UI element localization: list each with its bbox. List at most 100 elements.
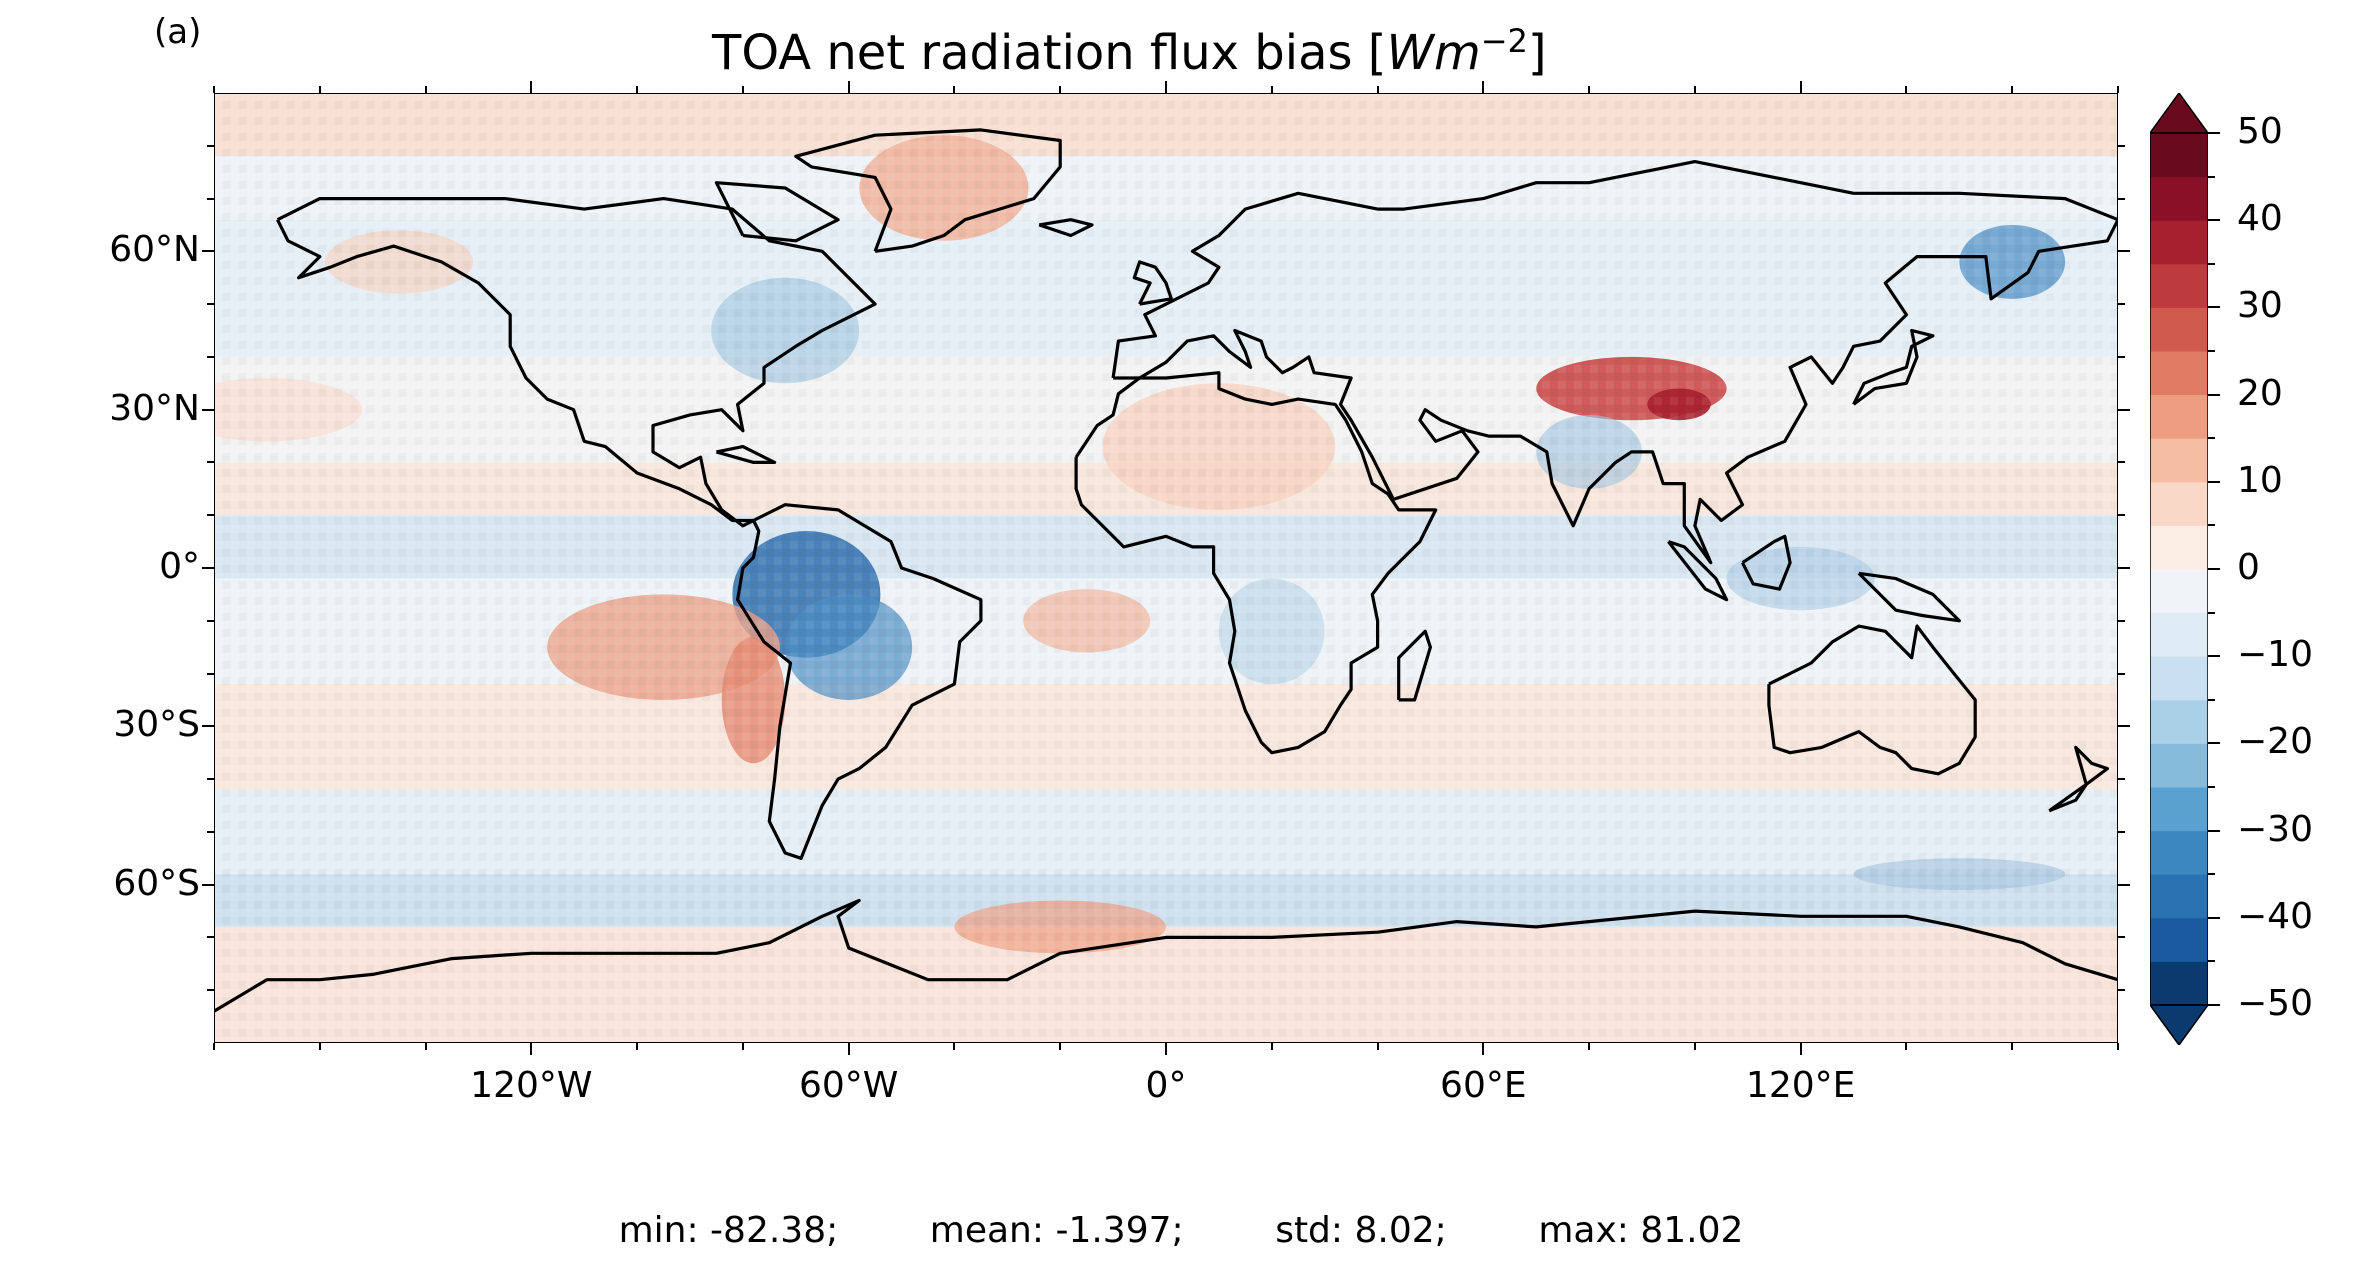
colorbar-minor-tick xyxy=(2208,786,2215,788)
colorbar-minor-tick xyxy=(2208,262,2215,265)
stat-std: std: 8.02; xyxy=(1275,1210,1447,1251)
lat-tick-label: 30°S xyxy=(113,704,200,746)
lon-tick xyxy=(1693,86,1696,93)
lon-tick xyxy=(424,86,427,93)
lon-tick xyxy=(424,1043,427,1050)
lat-tick xyxy=(2118,936,2125,939)
lon-tick xyxy=(318,86,321,93)
lat-tick-label: 60°S xyxy=(113,862,200,904)
lon-tick xyxy=(2011,86,2014,93)
lat-tick xyxy=(207,619,214,622)
colorbar-tick xyxy=(2208,219,2220,222)
lon-tick xyxy=(213,86,215,93)
colorbar-tick xyxy=(2208,829,2220,832)
lon-tick xyxy=(1059,86,1062,93)
lat-tick xyxy=(2118,830,2125,833)
coast-japan xyxy=(1852,328,1935,406)
colorbar-minor-tick xyxy=(2208,350,2215,352)
coast-cuba xyxy=(715,445,777,464)
lat-tick xyxy=(207,672,214,675)
lon-tick xyxy=(1482,81,1485,93)
colorbar-tick-label: 30 xyxy=(2237,285,2283,327)
colorbar-bin xyxy=(2150,176,2208,221)
lon-tick xyxy=(1588,1043,1591,1050)
colorbar-bin xyxy=(2150,438,2208,483)
lon-tick-label: 0° xyxy=(1145,1065,1187,1106)
colorbar-bin xyxy=(2150,656,2208,701)
colorbar-bin xyxy=(2150,874,2208,919)
lon-tick xyxy=(1588,86,1591,93)
coast-new-guinea xyxy=(1857,571,1961,623)
colorbar-minor-tick xyxy=(2208,437,2215,440)
colorbar-tick-label: 0 xyxy=(2237,547,2260,588)
lon-tick xyxy=(213,1043,215,1050)
lon-tick xyxy=(1059,1043,1062,1050)
coast-north-america xyxy=(276,196,877,528)
colorbar-tick-label: −20 xyxy=(2237,721,2313,763)
lon-tick xyxy=(741,86,744,93)
lon-tick-label: 60°E xyxy=(1440,1065,1527,1106)
lon-tick xyxy=(1693,1043,1696,1050)
colorbar-minor-tick xyxy=(2208,960,2215,963)
lon-tick xyxy=(847,1043,850,1055)
coast-iceland xyxy=(1038,218,1094,238)
colorbar-tick xyxy=(2208,916,2220,919)
lon-tick xyxy=(1799,81,1802,93)
colorbar-bin xyxy=(2150,961,2208,1006)
lon-tick xyxy=(530,81,533,93)
lon-tick xyxy=(1482,1043,1485,1055)
lon-tick xyxy=(953,1043,956,1050)
colorbar-bin xyxy=(2150,830,2208,875)
coast-baffin xyxy=(714,181,840,243)
colorbar-tick-label: 50 xyxy=(2237,111,2283,152)
colorbar-tick xyxy=(2208,742,2220,745)
lon-tick xyxy=(953,86,956,93)
lon-tick xyxy=(1270,86,1273,93)
lat-tick xyxy=(2118,408,2130,411)
coast-uk xyxy=(1132,260,1173,306)
colorbar-bin xyxy=(2150,394,2208,439)
coast-greenland xyxy=(794,128,1062,253)
colorbar-tick xyxy=(2208,655,2220,658)
colorbar-bin xyxy=(2150,481,2208,526)
lat-tick xyxy=(202,567,214,569)
colorbar-tick xyxy=(2208,1004,2220,1006)
lon-tick-label: 120°W xyxy=(470,1065,593,1106)
colorbar-bin xyxy=(2150,307,2208,352)
lat-tick-label: 0° xyxy=(159,546,200,587)
lat-tick xyxy=(202,725,214,728)
colorbar-tick-label: −30 xyxy=(2237,808,2313,850)
lon-tick xyxy=(2117,86,2119,93)
colorbar-tick-label: 20 xyxy=(2237,372,2283,414)
colorbar-bin xyxy=(2150,351,2208,396)
colorbar-bin xyxy=(2150,917,2208,962)
lat-tick xyxy=(2118,725,2130,728)
colorbar-bin xyxy=(2150,525,2208,570)
lon-tick xyxy=(530,1043,533,1055)
colorbar-extend-max xyxy=(2150,93,2208,134)
lat-tick xyxy=(2118,197,2125,200)
coast-borneo xyxy=(1741,534,1792,591)
coast-eurasia xyxy=(1111,159,2118,565)
lat-tick xyxy=(202,250,214,253)
lon-tick xyxy=(1165,81,1167,93)
colorbar-bin xyxy=(2150,612,2208,657)
lon-tick xyxy=(847,81,850,93)
lat-tick xyxy=(2118,355,2125,358)
coast-madagascar xyxy=(1397,629,1433,702)
colorbar xyxy=(2150,93,2208,1045)
lon-tick xyxy=(636,1043,639,1050)
colorbar-minor-tick xyxy=(2208,698,2215,701)
colorbar-minor-tick xyxy=(2208,873,2215,876)
colorbar-bin xyxy=(2150,569,2208,614)
panel-label: (a) xyxy=(154,12,202,52)
coast-sumatra xyxy=(1667,540,1729,602)
colorbar-bin xyxy=(2150,220,2208,265)
lon-tick xyxy=(1270,1043,1273,1050)
lat-tick xyxy=(2118,514,2125,517)
lon-tick xyxy=(1905,1043,1908,1050)
colorbar-minor-tick xyxy=(2208,611,2215,614)
lat-tick xyxy=(2118,144,2125,147)
lon-tick xyxy=(1376,86,1379,93)
colorbar-bin xyxy=(2150,743,2208,788)
